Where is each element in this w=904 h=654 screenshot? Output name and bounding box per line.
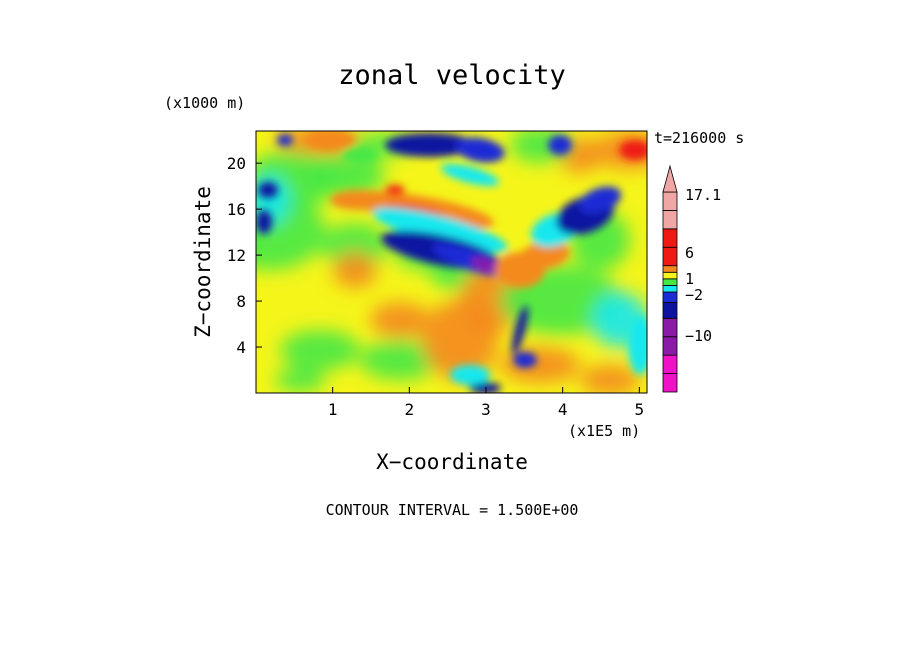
y-tick-label: 4 [236,338,246,357]
field-blob [305,153,385,197]
field-feature [450,365,490,385]
colorbar-arrow [662,164,678,193]
field-feature [372,207,508,253]
colorbar-segment [662,191,678,211]
field-feature [256,210,272,234]
y-tick-label: 20 [227,154,246,173]
colorbar-segment [662,302,678,319]
x-axis-ticks: 1 2 3 4 5 [328,387,644,419]
field-feature [520,240,570,270]
y-axis-ticks: 4 8 12 16 20 [227,154,262,357]
field-blob [280,330,360,370]
field-feature [513,352,537,368]
colorbar-segment [662,265,678,273]
field-feature [511,305,529,355]
field-blob [370,302,430,338]
field-blob [360,340,440,380]
x-tick-label: 3 [481,400,491,419]
field-blob [275,368,325,392]
x-unit-label: (x1E5 m) [568,422,640,440]
y-tick-label: 12 [227,246,246,265]
velocity-field [256,131,647,393]
field-feature [619,140,647,160]
field-feature [258,182,278,198]
field-blob [333,252,377,288]
colorbar-label: 6 [685,244,694,262]
colorbar-segment [662,373,678,393]
colorbar-segment [662,285,678,293]
plot-frame [255,130,648,394]
field-feature [385,133,475,157]
field-feature [305,131,355,150]
colorbar-segment [662,291,678,303]
field-feature [469,382,501,393]
y-unit-label: (x1000 m) [164,94,245,112]
y-tick-label: 16 [227,200,246,219]
field-feature [548,135,572,155]
field-feature [440,164,500,186]
colorbar-segment [662,336,678,356]
colorbar-segment [662,246,678,267]
colorbar-segment [662,354,678,374]
field-feature [277,134,293,146]
field-blob [320,223,390,267]
colorbar-label: 17.1 [685,186,721,204]
field-blob [580,365,640,393]
field-feature [330,190,390,210]
time-label: t=216000 s [654,129,744,147]
y-tick-label: 8 [236,292,246,311]
colorbar-segment [662,317,678,338]
field-feature [385,185,405,195]
colorbar-segment [662,228,678,248]
field-feature [471,257,499,273]
colorbar-segment [662,278,678,286]
field-blob [500,347,580,383]
colorbar: 17.1 6 1−2 −10 [662,164,721,393]
colorbar-label: 1 [685,270,694,288]
colorbar-label: −2 [685,286,703,304]
x-tick-label: 5 [635,400,645,419]
x-tick-label: 1 [328,400,338,419]
field-feature [455,137,505,163]
field-feature [628,315,647,375]
field-detail-layer [256,131,647,393]
colorbar-segment [662,271,678,280]
field-feature [342,147,378,163]
colorbar-segment [662,210,678,230]
contour-interval-label: CONTOUR INTERVAL = 1.500E+00 [326,501,579,519]
x-tick-label: 4 [558,400,568,419]
x-tick-label: 2 [405,400,415,419]
x-axis-title: X−coordinate [376,450,528,474]
y-axis-title: Z−coordinate [191,186,215,338]
colorbar-label: −10 [685,327,712,345]
chart-title: zonal velocity [338,60,566,91]
field-feature [578,186,622,214]
